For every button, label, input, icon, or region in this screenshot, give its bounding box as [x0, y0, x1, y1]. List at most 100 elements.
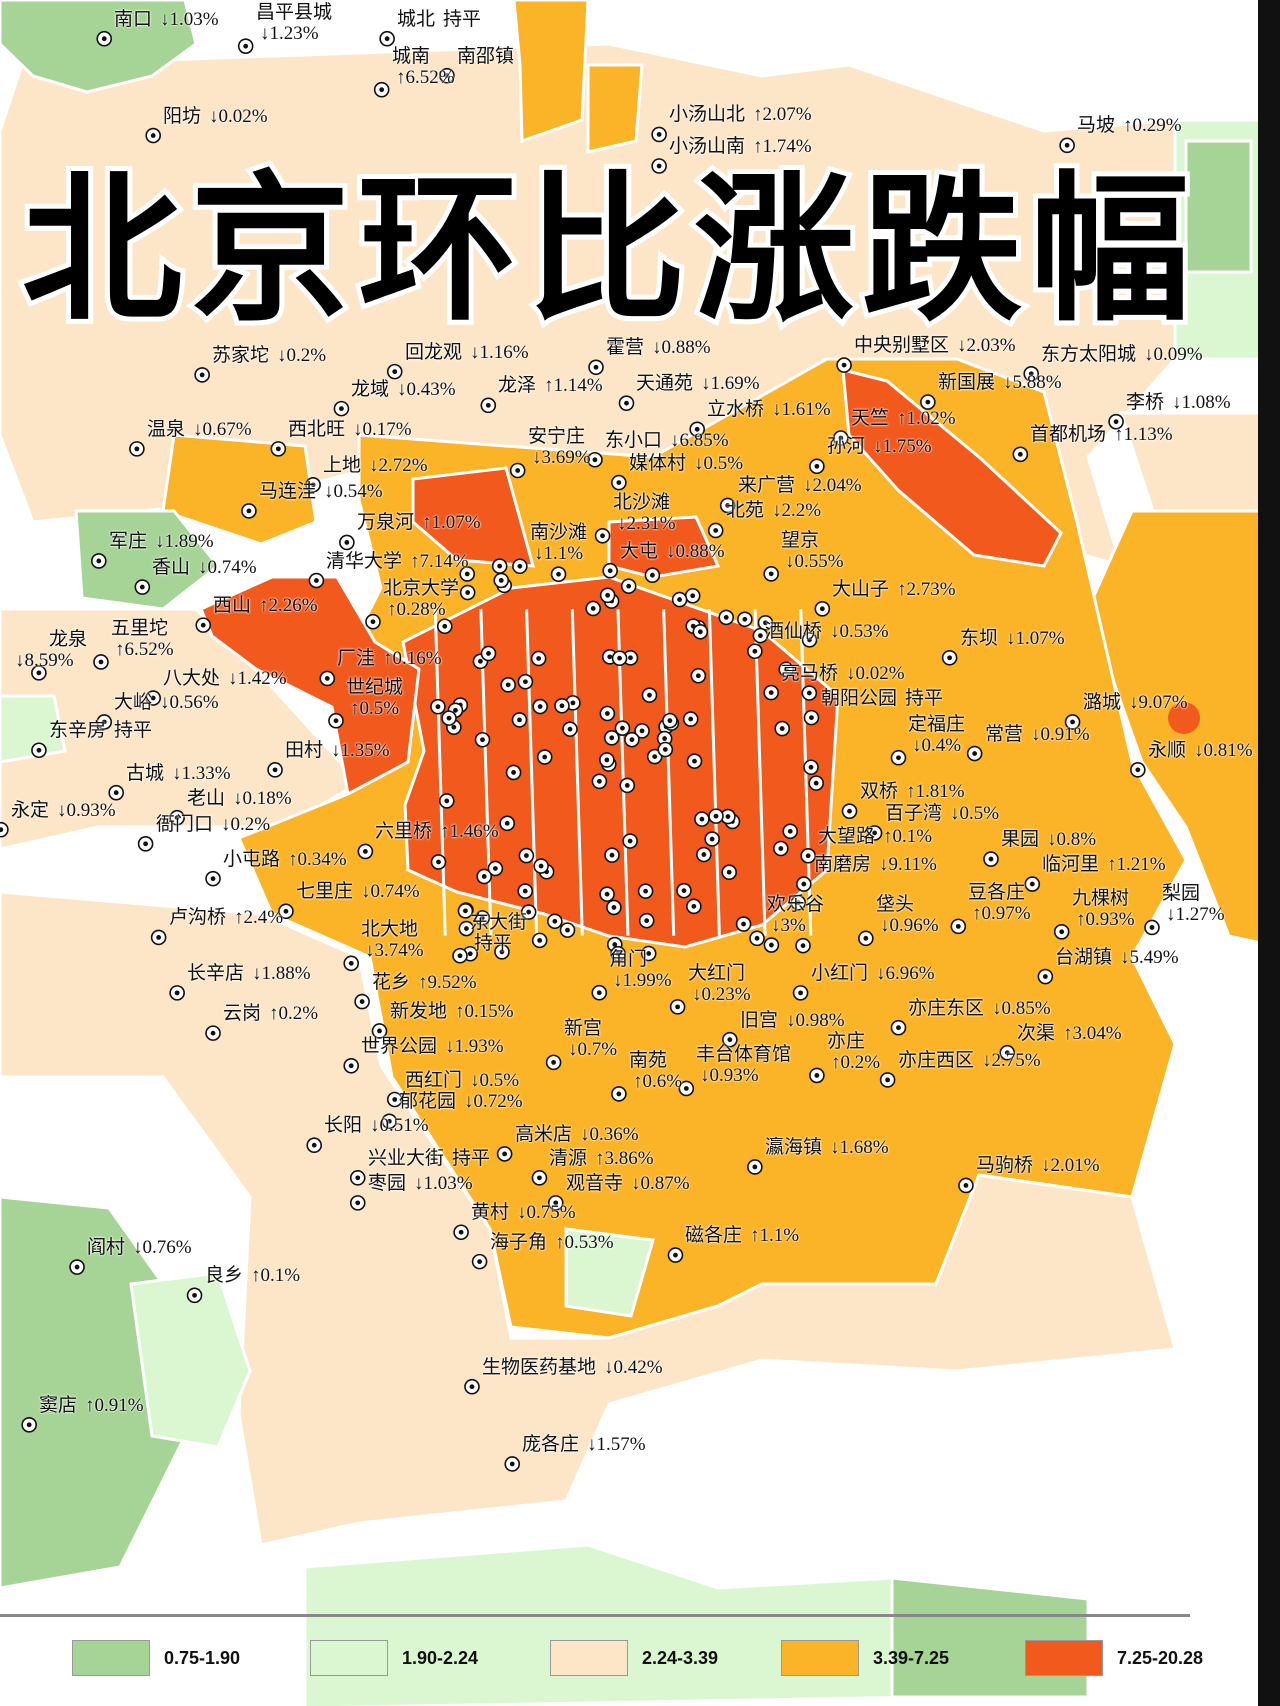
location-marker-icon [237, 38, 254, 54]
district-label: 果园 ↓0.8% [1001, 829, 1096, 850]
location-marker-icon [591, 773, 608, 790]
price-change: ↓0.5% [950, 803, 1000, 824]
district-label: 城南 ↑6.52% [392, 46, 455, 88]
district-name: 霍营 [606, 337, 645, 358]
price-change: ↑2.73% [897, 579, 956, 600]
district-name: 永定 [11, 800, 50, 821]
location-marker-icon [692, 623, 709, 640]
district-label: 阎村 ↓0.76% [87, 1237, 192, 1258]
location-marker-icon [662, 712, 678, 729]
district-name: 瀛海镇 [765, 1137, 823, 1158]
district-name: 朝阳公园 [821, 688, 898, 709]
location-marker-icon [438, 793, 455, 809]
price-change: ↓0.51% [370, 1115, 429, 1136]
location-marker-icon [719, 497, 736, 514]
location-marker-icon [195, 617, 212, 633]
location-marker-icon [452, 947, 468, 964]
district-label: 生物医药基地 ↓0.42% [482, 1357, 663, 1378]
location-marker-icon [999, 1044, 1016, 1061]
district-label: 衙门口 ↓0.2% [156, 814, 270, 835]
district-name: 清源 [549, 1148, 588, 1169]
district-label: 黄村 ↓0.75% [471, 1202, 576, 1223]
district-name: 观音寺 [566, 1173, 624, 1194]
district-label: 媒体村 ↓0.5% [629, 453, 743, 474]
location-marker-icon [676, 882, 692, 899]
region-chengnan [586, 63, 644, 154]
location-marker-icon [610, 945, 626, 962]
legend-item: 1.90-2.24 [310, 1640, 478, 1676]
district-name: 马连洼 [259, 481, 317, 502]
district-name: 双桥 [860, 781, 899, 802]
location-marker-icon [441, 710, 457, 726]
location-marker-icon [591, 984, 608, 1001]
price-change: ↓2.03% [957, 335, 1016, 356]
district-label: 龙域 ↓0.43% [351, 379, 456, 400]
district-label: 军庄 ↓1.89% [109, 531, 214, 552]
location-marker-icon [1059, 137, 1075, 154]
location-marker-icon [644, 567, 661, 583]
location-marker-icon [453, 1224, 469, 1241]
legend-swatch [310, 1640, 388, 1676]
location-marker-icon [186, 1287, 203, 1304]
location-marker-icon [641, 687, 658, 703]
district-name: 孙河 [827, 436, 866, 457]
district-name: 长辛店 [187, 963, 245, 984]
location-marker-icon [145, 690, 161, 706]
location-marker-icon [622, 650, 639, 666]
location-marker-icon [689, 421, 706, 438]
district-label: 常营 ↓0.91% [985, 724, 1090, 745]
legend-label: 7.25-20.28 [1117, 1647, 1204, 1668]
district-label: 世界公园 ↓1.93% [361, 1036, 504, 1057]
location-marker-icon [150, 929, 167, 946]
location-marker-icon [682, 711, 699, 727]
district-name: 东大街 [470, 912, 528, 933]
district-label: 小汤山北 ↑2.07% [669, 104, 812, 125]
region-core-red [401, 575, 840, 949]
location-marker-icon [718, 609, 735, 626]
location-marker-icon [782, 823, 799, 840]
district-name: 东小口 [605, 430, 663, 451]
district-name: 西山 [213, 595, 252, 616]
location-marker-icon [480, 397, 497, 414]
district-label: 世纪城 ↑0.5% [346, 677, 403, 719]
district-label: 角门 ↓1.99% [609, 949, 672, 991]
location-marker-icon [511, 712, 528, 728]
location-marker-icon [618, 395, 635, 411]
location-marker-icon [866, 825, 883, 841]
district-label: 兴业大街 持平 [368, 1148, 490, 1169]
district-name: 南邵镇 [457, 46, 515, 67]
district-name: 北沙滩 [613, 492, 671, 513]
district-name: 临河里 [1042, 854, 1100, 875]
district-label: 东辛房 持平 [49, 720, 152, 741]
location-marker-icon [496, 1146, 513, 1162]
district-label: 万泉河 ↑1.07% [357, 512, 481, 533]
district-label: 大山子 ↑2.73% [832, 579, 956, 600]
location-marker-icon [533, 858, 549, 874]
price-change: ↑0.53% [555, 1232, 614, 1253]
price-change: ↓0.91% [1031, 724, 1090, 745]
location-marker-icon [879, 1072, 896, 1088]
district-border [707, 609, 721, 936]
location-marker-icon [494, 944, 510, 960]
location-marker-icon [436, 618, 453, 635]
location-marker-icon [459, 566, 476, 582]
location-marker-icon [606, 899, 622, 916]
price-change: ↑0.28% [387, 599, 446, 620]
location-marker-icon [459, 584, 476, 601]
district-label: 大屯 ↓0.88% [620, 541, 725, 562]
location-marker-icon [430, 698, 446, 715]
location-marker-icon [134, 579, 151, 595]
district-label: 亦庄东区 ↓0.85% [908, 998, 1051, 1019]
legend-divider [0, 1614, 1190, 1617]
location-marker-icon [31, 665, 47, 681]
price-change: ↓0.98% [786, 1010, 845, 1031]
location-marker-icon [531, 1170, 548, 1186]
price-change: ↓0.7% [568, 1039, 618, 1060]
district-label: 南沙滩 ↓1.1% [530, 522, 587, 564]
district-label: 百子湾 ↓0.5% [885, 803, 999, 824]
location-marker-icon [671, 591, 688, 608]
location-marker-icon [349, 1170, 366, 1186]
location-marker-icon [657, 741, 674, 758]
price-change: ↓1.61% [772, 399, 831, 420]
district-label: 清源 ↑3.86% [549, 1148, 654, 1169]
